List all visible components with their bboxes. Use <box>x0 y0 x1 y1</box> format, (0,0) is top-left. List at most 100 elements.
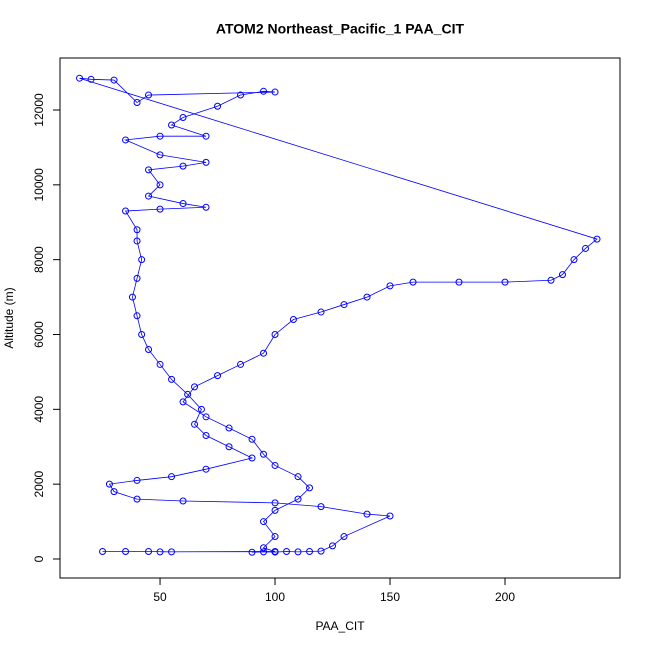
data-point <box>248 454 256 462</box>
data-point <box>260 349 268 357</box>
data-point <box>248 548 256 556</box>
data-point <box>133 226 141 234</box>
data-point <box>547 276 555 284</box>
data-point <box>145 166 153 174</box>
data-point <box>386 282 394 290</box>
data-line <box>79 77 598 553</box>
data-point <box>122 136 130 144</box>
data-point <box>260 87 268 95</box>
data-point <box>306 548 314 556</box>
data-point <box>248 435 256 443</box>
data-point <box>133 476 141 484</box>
data-point <box>225 443 233 451</box>
data-point <box>294 473 302 481</box>
data-point <box>133 237 141 245</box>
data-point <box>386 512 394 520</box>
data-point <box>105 480 113 488</box>
data-point <box>133 99 141 107</box>
data-point <box>197 405 205 413</box>
y-tick-label: 2000 <box>32 470 46 497</box>
data-point <box>202 465 210 473</box>
data-point <box>260 544 268 552</box>
data-point <box>329 542 337 550</box>
data-point <box>145 345 153 353</box>
data-point <box>260 518 268 526</box>
data-point <box>317 547 325 555</box>
data-point <box>283 548 291 556</box>
x-tick-label: 50 <box>153 590 167 604</box>
data-point <box>138 256 146 264</box>
data-point <box>294 548 302 556</box>
data-point <box>237 360 245 368</box>
data-point <box>340 301 348 309</box>
data-point <box>271 506 279 514</box>
data-point <box>191 420 199 428</box>
data-point <box>133 495 141 503</box>
data-point <box>110 488 118 496</box>
data-point <box>179 398 187 406</box>
data-point <box>156 205 164 213</box>
data-point <box>110 76 118 84</box>
data-point <box>237 91 245 99</box>
data-point <box>191 383 199 391</box>
data-point <box>501 278 509 286</box>
data-point <box>202 203 210 211</box>
data-point <box>317 308 325 316</box>
data-point <box>168 473 176 481</box>
data-point <box>179 162 187 170</box>
data-point <box>582 244 590 252</box>
data-point <box>128 293 136 301</box>
data-point <box>122 548 130 556</box>
data-point <box>87 75 95 83</box>
data-point <box>168 548 176 556</box>
data-point <box>184 390 192 398</box>
data-point <box>271 533 279 541</box>
x-tick-label: 100 <box>265 590 285 604</box>
data-point <box>271 331 279 339</box>
data-point <box>168 121 176 129</box>
data-point <box>156 151 164 159</box>
data-point <box>271 88 279 96</box>
data-point <box>122 207 130 215</box>
data-point <box>559 271 567 279</box>
x-tick-label: 200 <box>495 590 515 604</box>
data-point <box>570 256 578 264</box>
data-point <box>260 450 268 458</box>
data-point <box>271 461 279 469</box>
data-point <box>156 132 164 140</box>
data-point <box>409 278 417 286</box>
data-point <box>363 293 371 301</box>
data-point <box>202 413 210 421</box>
data-point <box>317 503 325 511</box>
data-point <box>214 102 222 110</box>
data-point <box>214 372 222 380</box>
data-point <box>260 548 268 556</box>
data-point <box>202 132 210 140</box>
data-point <box>145 192 153 200</box>
data-point <box>99 548 107 556</box>
data-point <box>156 360 164 368</box>
data-point <box>179 200 187 208</box>
data-point <box>306 484 314 492</box>
y-tick-label: 12000 <box>32 93 46 127</box>
data-point <box>156 548 164 556</box>
data-point <box>179 497 187 505</box>
data-point <box>138 331 146 339</box>
data-point <box>133 312 141 320</box>
y-tick-label: 6000 <box>32 321 46 348</box>
data-point <box>145 548 153 556</box>
data-point <box>271 548 279 556</box>
data-point <box>289 316 297 324</box>
data-point <box>133 274 141 282</box>
data-point <box>455 278 463 286</box>
data-point <box>271 499 279 507</box>
data-point <box>294 495 302 503</box>
data-point <box>593 235 601 243</box>
data-point <box>225 424 233 432</box>
data-point <box>168 375 176 383</box>
data-point <box>363 510 371 518</box>
data-point <box>179 113 187 121</box>
x-axis-label: PAA_CIT <box>315 619 365 633</box>
